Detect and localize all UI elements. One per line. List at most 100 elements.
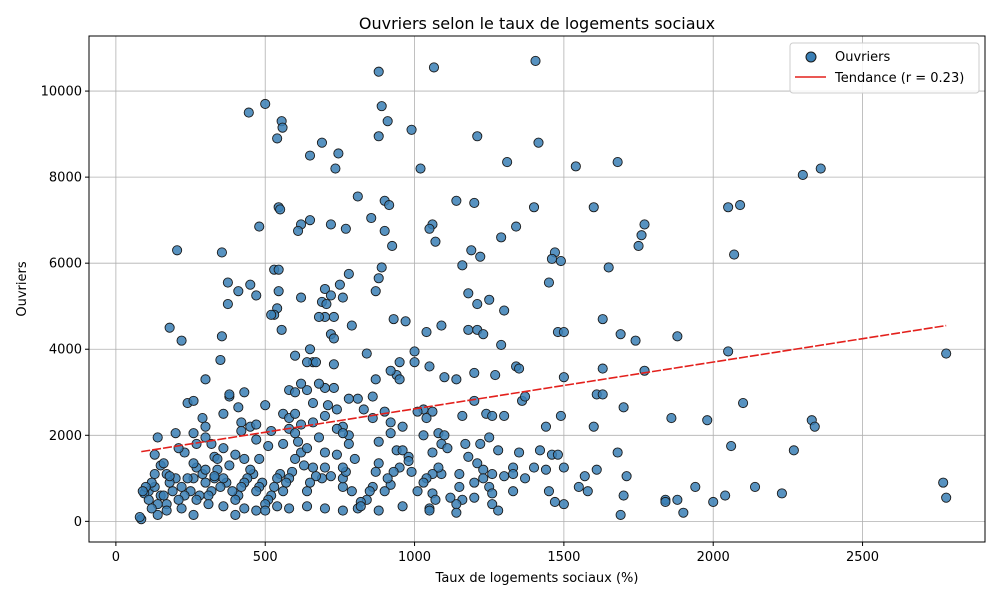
- data-point: [322, 400, 333, 411]
- data-point: [493, 445, 504, 456]
- data-point: [555, 255, 566, 267]
- data-point: [337, 505, 348, 516]
- data-point: [382, 473, 393, 484]
- data-point: [346, 320, 357, 331]
- data-point: [290, 408, 301, 419]
- data-point: [379, 406, 390, 417]
- data-point: [549, 496, 560, 508]
- data-point: [227, 486, 238, 497]
- data-point: [528, 462, 540, 473]
- data-point: [222, 277, 233, 288]
- data-point: [331, 404, 342, 415]
- data-point: [215, 481, 226, 492]
- x-tick-label: 1000: [398, 550, 431, 565]
- data-point: [170, 428, 181, 439]
- data-point: [272, 501, 283, 512]
- data-point: [478, 329, 489, 340]
- legend-box: [789, 42, 980, 94]
- data-point: [161, 505, 172, 516]
- data-point: [690, 481, 701, 492]
- data-point: [387, 240, 398, 252]
- data-point: [463, 324, 474, 335]
- data-point: [191, 494, 202, 505]
- data-point: [660, 496, 671, 508]
- data-point: [233, 402, 244, 413]
- data-point: [301, 486, 313, 497]
- data-point: [245, 464, 256, 475]
- data-point: [496, 339, 507, 350]
- data-point: [254, 221, 265, 232]
- data-point: [352, 191, 363, 202]
- data-point: [400, 316, 411, 327]
- data-point: [373, 505, 384, 516]
- data-point: [236, 481, 247, 492]
- data-point: [702, 415, 713, 426]
- data-point: [251, 486, 262, 497]
- data-point: [273, 286, 284, 297]
- data-point: [558, 372, 569, 383]
- data-point: [424, 505, 435, 516]
- legend-label-trend: Tendance (r = 0.23): [834, 71, 964, 86]
- data-point: [615, 329, 626, 340]
- data-point: [296, 378, 307, 389]
- data-point: [278, 438, 289, 449]
- data-point: [212, 453, 223, 465]
- legend-label-ouvriers: Ouvriers: [835, 50, 890, 65]
- x-tick-label: 1500: [547, 550, 580, 565]
- data-point: [370, 466, 381, 477]
- data-point: [528, 202, 540, 213]
- trend-line: [141, 324, 947, 453]
- data-point: [188, 428, 199, 439]
- data-point: [176, 481, 187, 492]
- data-point: [188, 458, 199, 469]
- data-point: [475, 438, 486, 449]
- data-point: [373, 458, 384, 469]
- data-point: [176, 335, 187, 346]
- data-point: [612, 157, 623, 168]
- data-point: [797, 169, 808, 181]
- data-point: [384, 200, 395, 211]
- data-point: [582, 486, 593, 497]
- data-point: [230, 509, 241, 520]
- data-point: [328, 311, 339, 323]
- x-tick-label: 2500: [846, 550, 879, 565]
- data-point: [424, 223, 435, 234]
- data-point: [496, 232, 507, 243]
- data-point: [337, 481, 348, 492]
- data-point: [723, 202, 734, 213]
- data-point: [570, 161, 581, 172]
- data-point: [708, 496, 719, 508]
- data-point: [520, 391, 531, 402]
- data-point: [301, 443, 313, 454]
- data-point: [188, 395, 199, 406]
- data-point: [366, 212, 377, 224]
- data-point: [478, 464, 489, 475]
- data-point: [597, 314, 608, 325]
- data-points: [134, 55, 952, 525]
- data-point: [251, 434, 262, 445]
- data-point: [469, 492, 480, 503]
- y-tick-label: 0: [74, 515, 82, 530]
- data-point: [636, 230, 647, 241]
- data-point: [445, 492, 456, 503]
- data-point: [152, 432, 163, 443]
- data-point: [346, 486, 357, 497]
- data-point: [749, 481, 761, 492]
- data-point: [260, 98, 271, 110]
- data-point: [442, 443, 453, 454]
- data-point: [463, 288, 474, 299]
- data-point: [451, 195, 462, 206]
- data-point: [427, 447, 438, 458]
- data-point: [343, 393, 354, 404]
- data-point: [276, 324, 287, 335]
- data-point: [200, 477, 211, 488]
- data-point: [260, 505, 271, 516]
- data-point: [137, 486, 148, 497]
- data-point: [478, 473, 489, 484]
- data-point: [239, 503, 250, 514]
- data-point: [499, 410, 510, 421]
- data-point: [245, 279, 256, 290]
- y-tick-label: 8000: [49, 171, 82, 186]
- data-point: [543, 486, 554, 497]
- data-point: [215, 354, 226, 366]
